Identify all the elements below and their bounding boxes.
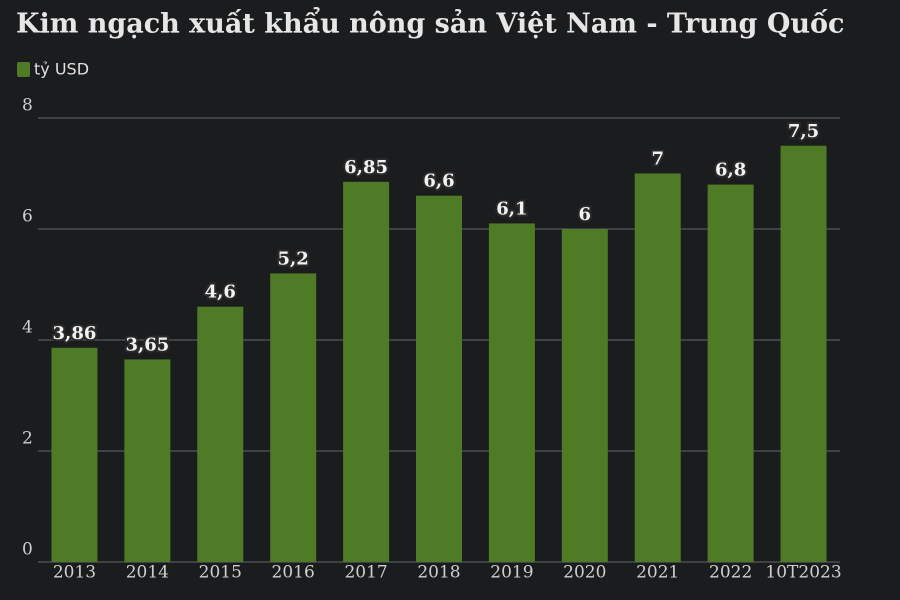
bar [416, 195, 462, 562]
x-tick-label: 2021 [636, 563, 679, 583]
data-label: 7,5 [788, 121, 819, 142]
x-tick-label: 2017 [344, 563, 387, 583]
y-tick-label: 2 [22, 429, 33, 449]
data-label: 5,2 [278, 248, 309, 269]
data-label: 6,1 [496, 198, 527, 219]
data-label: 3,65 [125, 334, 169, 355]
bar [197, 306, 244, 562]
x-tick-label: 2014 [126, 563, 169, 583]
data-label: 7 [651, 149, 664, 170]
bar [51, 347, 98, 562]
bar [488, 223, 535, 562]
legend-swatch [17, 62, 30, 77]
bar [343, 181, 390, 562]
x-tick-label: 10T2023 [765, 563, 841, 583]
x-tick-label: 2019 [490, 563, 533, 583]
data-label: 6 [579, 204, 592, 225]
bar [780, 145, 827, 562]
y-tick-label: 6 [22, 207, 33, 227]
data-label: 3,86 [53, 323, 97, 344]
x-tick-label: 2022 [709, 563, 752, 583]
y-tick-label: 4 [22, 318, 33, 338]
x-tick-label: 2020 [563, 563, 606, 583]
data-label: 4,6 [205, 282, 236, 303]
bar [707, 184, 754, 562]
bar [561, 229, 608, 562]
y-tick-label: 0 [22, 540, 33, 560]
x-tick-label: 2015 [199, 563, 242, 583]
legend-label: tỷ USD [34, 60, 89, 79]
x-tick-label: 2013 [53, 563, 96, 583]
data-label: 6,85 [344, 157, 388, 178]
chart-title: Kim ngạch xuất khẩu nông sản Việt Nam - … [16, 6, 844, 40]
data-label: 6,8 [715, 160, 746, 181]
y-tick-label: 8 [22, 96, 33, 116]
bar [124, 359, 171, 562]
x-tick-label: 2016 [272, 563, 315, 583]
x-tick-label: 2018 [417, 563, 460, 583]
bar [270, 273, 317, 562]
bar [634, 173, 681, 562]
data-label: 6,6 [423, 171, 454, 192]
